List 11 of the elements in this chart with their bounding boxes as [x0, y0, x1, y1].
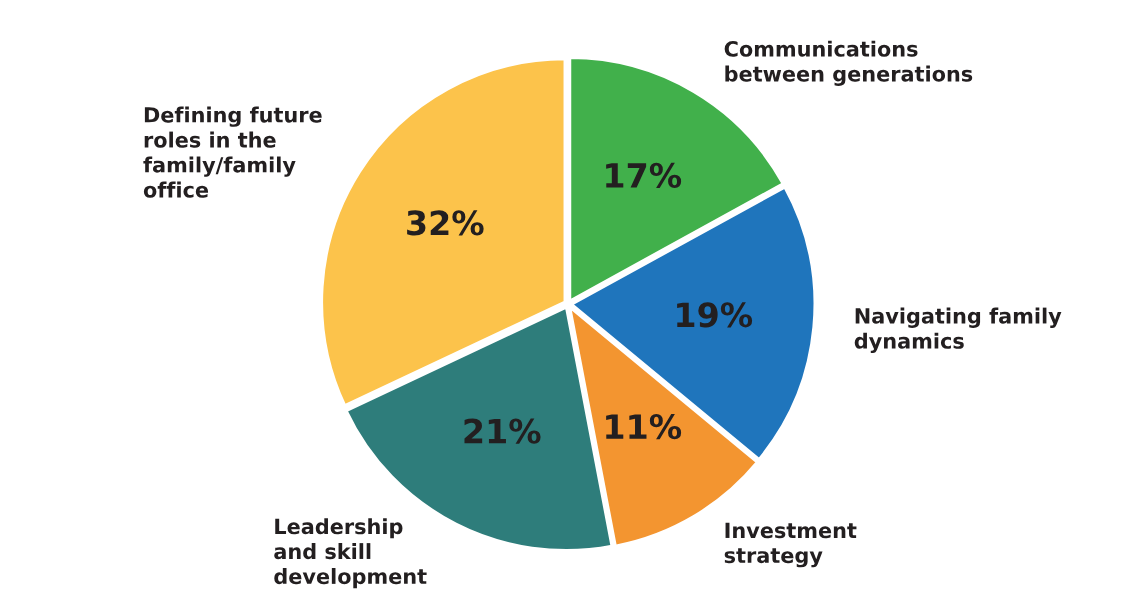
data-label: 11% — [606, 414, 682, 440]
data-label: 17% — [606, 162, 682, 189]
data-label: 19% — [677, 302, 753, 328]
slice-label: Defining future roles in the family/family office — [143, 106, 322, 198]
data-label: 32% — [407, 210, 484, 236]
slice-label: Investment strategy — [724, 522, 857, 568]
slice-label: Leadership and skill development — [274, 518, 427, 589]
pie-slice — [320, 57, 567, 407]
slice-label: Navigating family dynamics — [854, 307, 1062, 354]
data-label: 21% — [464, 418, 541, 444]
slice-label: Communications between generations — [724, 40, 973, 86]
